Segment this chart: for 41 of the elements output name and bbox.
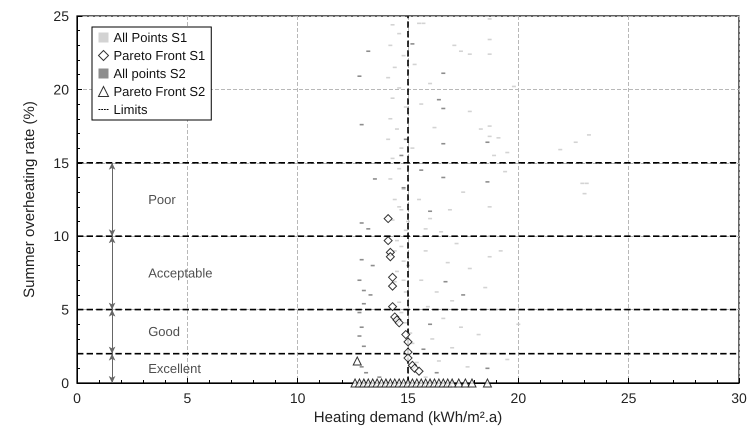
legend-label: All Points S1 <box>114 30 188 45</box>
x-tick-label: 5 <box>183 390 192 406</box>
y-tick-label: 5 <box>61 302 70 318</box>
point <box>388 272 398 282</box>
point <box>460 378 470 388</box>
point <box>394 318 404 328</box>
annotation: Excellent <box>148 360 202 376</box>
x-tick-label: 20 <box>510 390 526 406</box>
y-tick-label: 10 <box>53 228 70 244</box>
legend-label: Limits <box>114 102 148 117</box>
x-tick-label: 10 <box>290 390 306 406</box>
y-tick-label: 0 <box>61 375 70 391</box>
point <box>384 214 393 224</box>
legend-label: All points S2 <box>114 66 186 81</box>
point <box>467 378 476 388</box>
legend-label: Pareto Front S1 <box>114 48 206 63</box>
y-tick-label: 15 <box>53 154 70 171</box>
annotation: Acceptable <box>148 265 213 280</box>
x-tick-label: 0 <box>73 390 82 406</box>
point <box>414 366 424 376</box>
x-tick-label: 30 <box>731 390 747 406</box>
x-tick-label: 25 <box>620 390 637 406</box>
y-tick-label: 20 <box>53 81 70 98</box>
point <box>388 302 398 312</box>
point <box>454 378 464 388</box>
legend-label: Pareto Front S2 <box>114 84 206 99</box>
point <box>384 236 393 246</box>
point <box>386 252 395 262</box>
point <box>352 356 362 366</box>
y-axis-title: Summer overheating rate (%) <box>21 101 38 298</box>
point <box>404 354 412 363</box>
point <box>482 378 492 388</box>
x-axis-title: Heating demand (kWh/m².a) <box>314 408 502 426</box>
x-tick-label: 15 <box>400 390 416 406</box>
annotation: Poor <box>148 192 176 207</box>
point <box>388 282 398 291</box>
annotation: Good <box>148 324 180 340</box>
point <box>404 337 412 346</box>
point <box>448 378 457 388</box>
y-tick-label: 25 <box>53 8 70 24</box>
point <box>401 330 410 340</box>
